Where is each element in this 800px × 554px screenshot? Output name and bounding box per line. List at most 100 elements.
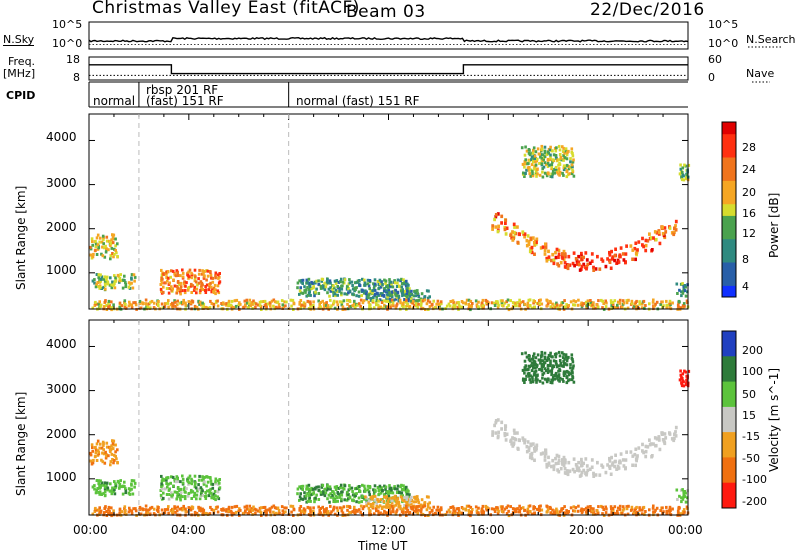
power-cell — [180, 300, 184, 304]
power-cell — [173, 300, 177, 304]
velocity-cell — [402, 507, 405, 511]
velocity-cell — [396, 499, 399, 503]
power-cell — [250, 301, 254, 305]
velocity-cell — [584, 457, 588, 461]
power-cell — [209, 285, 213, 289]
power-cell — [467, 298, 471, 302]
velocity-cell — [187, 482, 190, 486]
velocity-cell — [203, 475, 206, 479]
power-cell — [507, 303, 510, 307]
velocity-cell — [130, 487, 133, 491]
power-cell — [113, 282, 116, 286]
power-cell — [407, 299, 410, 303]
velocity-cell — [401, 494, 404, 498]
power-cell — [307, 277, 311, 281]
power-cell — [176, 299, 179, 303]
velocity-cell — [325, 510, 328, 513]
velocity-cell — [520, 352, 524, 356]
power-cell — [96, 281, 99, 284]
axes — [88, 113, 689, 516]
power-cell — [545, 172, 549, 176]
power-cell — [331, 287, 334, 291]
power-cell — [112, 255, 115, 259]
velocity-cell — [214, 498, 217, 502]
power-cell — [555, 247, 559, 252]
velocity-cell — [107, 505, 111, 509]
velocity-cell — [310, 486, 313, 490]
power-cell — [333, 279, 337, 283]
velocity-cell — [406, 495, 409, 499]
velocity-cell — [606, 463, 609, 467]
power-cell — [369, 289, 373, 293]
power-cell — [562, 168, 566, 172]
velocity-cell — [571, 358, 574, 362]
velocity-cell — [562, 511, 566, 515]
power-cell — [404, 294, 407, 297]
power-cell — [220, 302, 223, 305]
velocity-cell — [304, 496, 307, 500]
power-cell — [312, 285, 315, 289]
power-cell — [192, 288, 196, 292]
power-cell — [586, 299, 590, 303]
power-cell — [178, 290, 182, 294]
velocity-cell — [610, 455, 613, 460]
power-cell — [559, 304, 562, 308]
velocity-cell — [526, 440, 530, 444]
power-cell — [530, 158, 533, 162]
velocity-cell — [264, 508, 268, 512]
power-cell — [554, 165, 558, 169]
velocity-cell — [567, 373, 571, 377]
velocity-cell — [189, 490, 193, 494]
velocity-cell — [390, 488, 393, 492]
power-cell — [183, 289, 187, 292]
power-cell — [425, 302, 429, 306]
power-cell — [142, 302, 145, 305]
power-cell — [239, 302, 242, 306]
velocity-cell — [497, 430, 500, 435]
power-cell — [674, 224, 677, 228]
power-cell — [364, 289, 367, 293]
power-cell — [537, 302, 540, 306]
velocity-cell — [497, 509, 500, 513]
power-cell — [572, 303, 575, 307]
velocity-cell — [492, 507, 496, 511]
velocity-cell — [632, 510, 636, 514]
velocity-cell — [481, 504, 485, 508]
power-cell — [349, 305, 353, 309]
velocity-cell — [210, 496, 213, 500]
velocity-cell — [358, 490, 362, 494]
velocity-cell — [253, 507, 257, 511]
velocity-cell — [594, 512, 597, 516]
power-cell — [314, 290, 317, 294]
power-cell — [181, 275, 185, 279]
velocity-cell — [341, 490, 344, 494]
velocity-cell — [571, 371, 574, 375]
velocity-cell — [163, 508, 167, 512]
power-cell — [383, 303, 386, 307]
velocity-cell — [282, 511, 286, 514]
velocity-cell — [97, 479, 101, 483]
velocity-cell — [507, 509, 510, 513]
power-cell — [624, 252, 628, 256]
power-cell — [183, 291, 187, 295]
cpid-segment-normal-fast: normal (fast) 151 RF — [296, 94, 420, 108]
velocity-cell — [516, 431, 519, 435]
noise-right-tick-low: 10^0 — [708, 37, 739, 50]
power-cell — [503, 301, 507, 305]
velocity-cell — [333, 498, 337, 502]
velocity-cell — [394, 512, 398, 516]
power-cell — [477, 306, 480, 310]
power-cell — [376, 303, 380, 307]
power-cell — [527, 242, 531, 247]
velocity-cell — [99, 479, 102, 483]
power-cell — [686, 301, 689, 305]
power-cell — [102, 277, 105, 281]
power-colorbar-segment — [722, 133, 736, 146]
power-cell — [189, 300, 192, 304]
velocity-cell — [217, 497, 221, 501]
power-cell — [511, 301, 515, 305]
power-cell — [631, 257, 634, 261]
power-cell — [320, 279, 323, 283]
velocity-cell — [181, 481, 185, 485]
velocity-cell — [562, 364, 565, 368]
